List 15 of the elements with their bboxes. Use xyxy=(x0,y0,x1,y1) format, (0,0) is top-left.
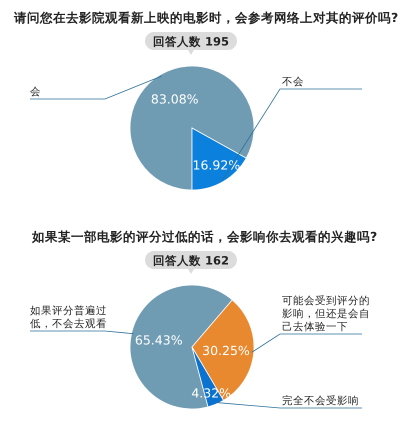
chart-title: 请问您在去影院观看新上映的电影时，会参考网络上对其的评价吗? xyxy=(13,10,398,25)
slice-label: 不会 xyxy=(282,76,304,88)
slice-label: 完全不会受影响 xyxy=(282,394,359,407)
data-label: 30.25% xyxy=(202,342,250,358)
chart-subtitle: 回答人数 162 xyxy=(152,254,230,268)
data-label: 4.32% xyxy=(191,386,232,401)
slice-label: 如果评分普遍过低，不会去观看 xyxy=(30,304,107,330)
slice-label: 可能会受到评分的影响，但还是会自己去体验一下 xyxy=(282,294,370,333)
data-label: 65.43% xyxy=(134,332,183,348)
slice-label: 会 xyxy=(30,86,41,98)
data-label: 83.08% xyxy=(150,92,199,107)
data-label: 16.92% xyxy=(192,157,240,172)
chart-subtitle: 回答人数 195 xyxy=(152,34,230,48)
chart-title: 如果某一部电影的评分过低的话，会影响你去观看的兴趣吗? xyxy=(31,229,378,244)
pie-slice xyxy=(130,66,254,190)
